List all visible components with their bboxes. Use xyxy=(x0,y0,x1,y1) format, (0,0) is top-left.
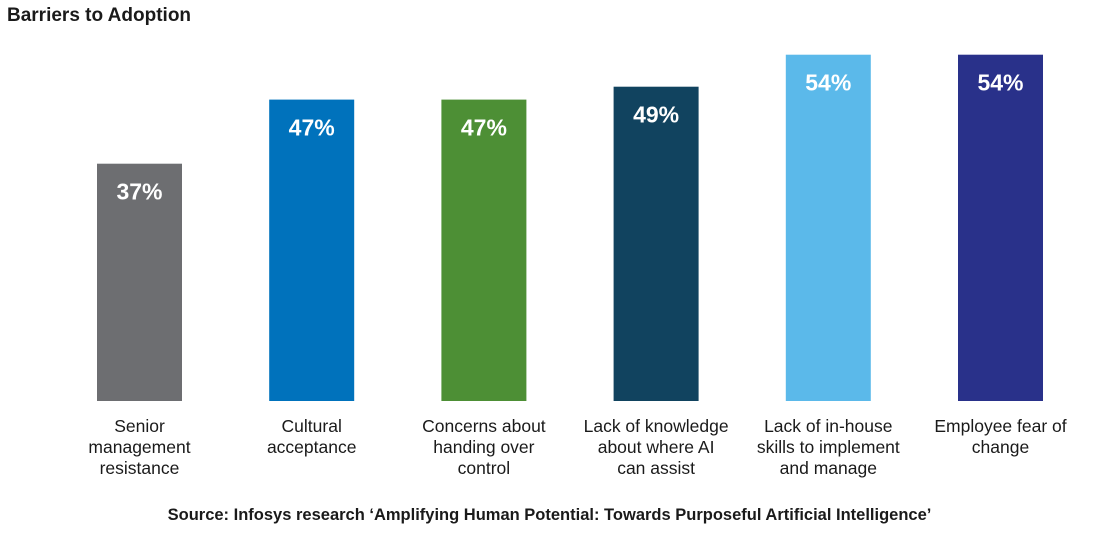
category-label: Lack of in-house skills to implement and m… xyxy=(757,416,900,478)
category-label: Senior management resistance xyxy=(88,416,190,478)
category-label: Employee fear of change xyxy=(934,416,1066,457)
category-label: Lack of knowledge about where AI can assis… xyxy=(584,416,729,478)
chart-source: Source: Infosys research ‘Amplifying Hum… xyxy=(167,506,932,524)
category-label: Concerns about handing over control xyxy=(422,416,546,478)
bar-2 xyxy=(269,99,355,401)
bar-value-label: 37% xyxy=(116,179,162,205)
bar-value-label: 47% xyxy=(461,115,507,141)
bar-value-label: 54% xyxy=(805,70,851,96)
category-label: Cultural acceptance xyxy=(267,416,357,457)
chart-title: Barriers to Adoption xyxy=(7,5,192,26)
bar-value-label: 54% xyxy=(977,70,1023,96)
bar-6 xyxy=(958,54,1043,401)
bar-value-label: 49% xyxy=(633,102,679,128)
bar-5 xyxy=(785,54,871,401)
bar-value-label: 47% xyxy=(289,115,335,141)
bar-4 xyxy=(613,86,699,401)
bar-3 xyxy=(441,99,527,401)
bar-1 xyxy=(97,163,182,401)
